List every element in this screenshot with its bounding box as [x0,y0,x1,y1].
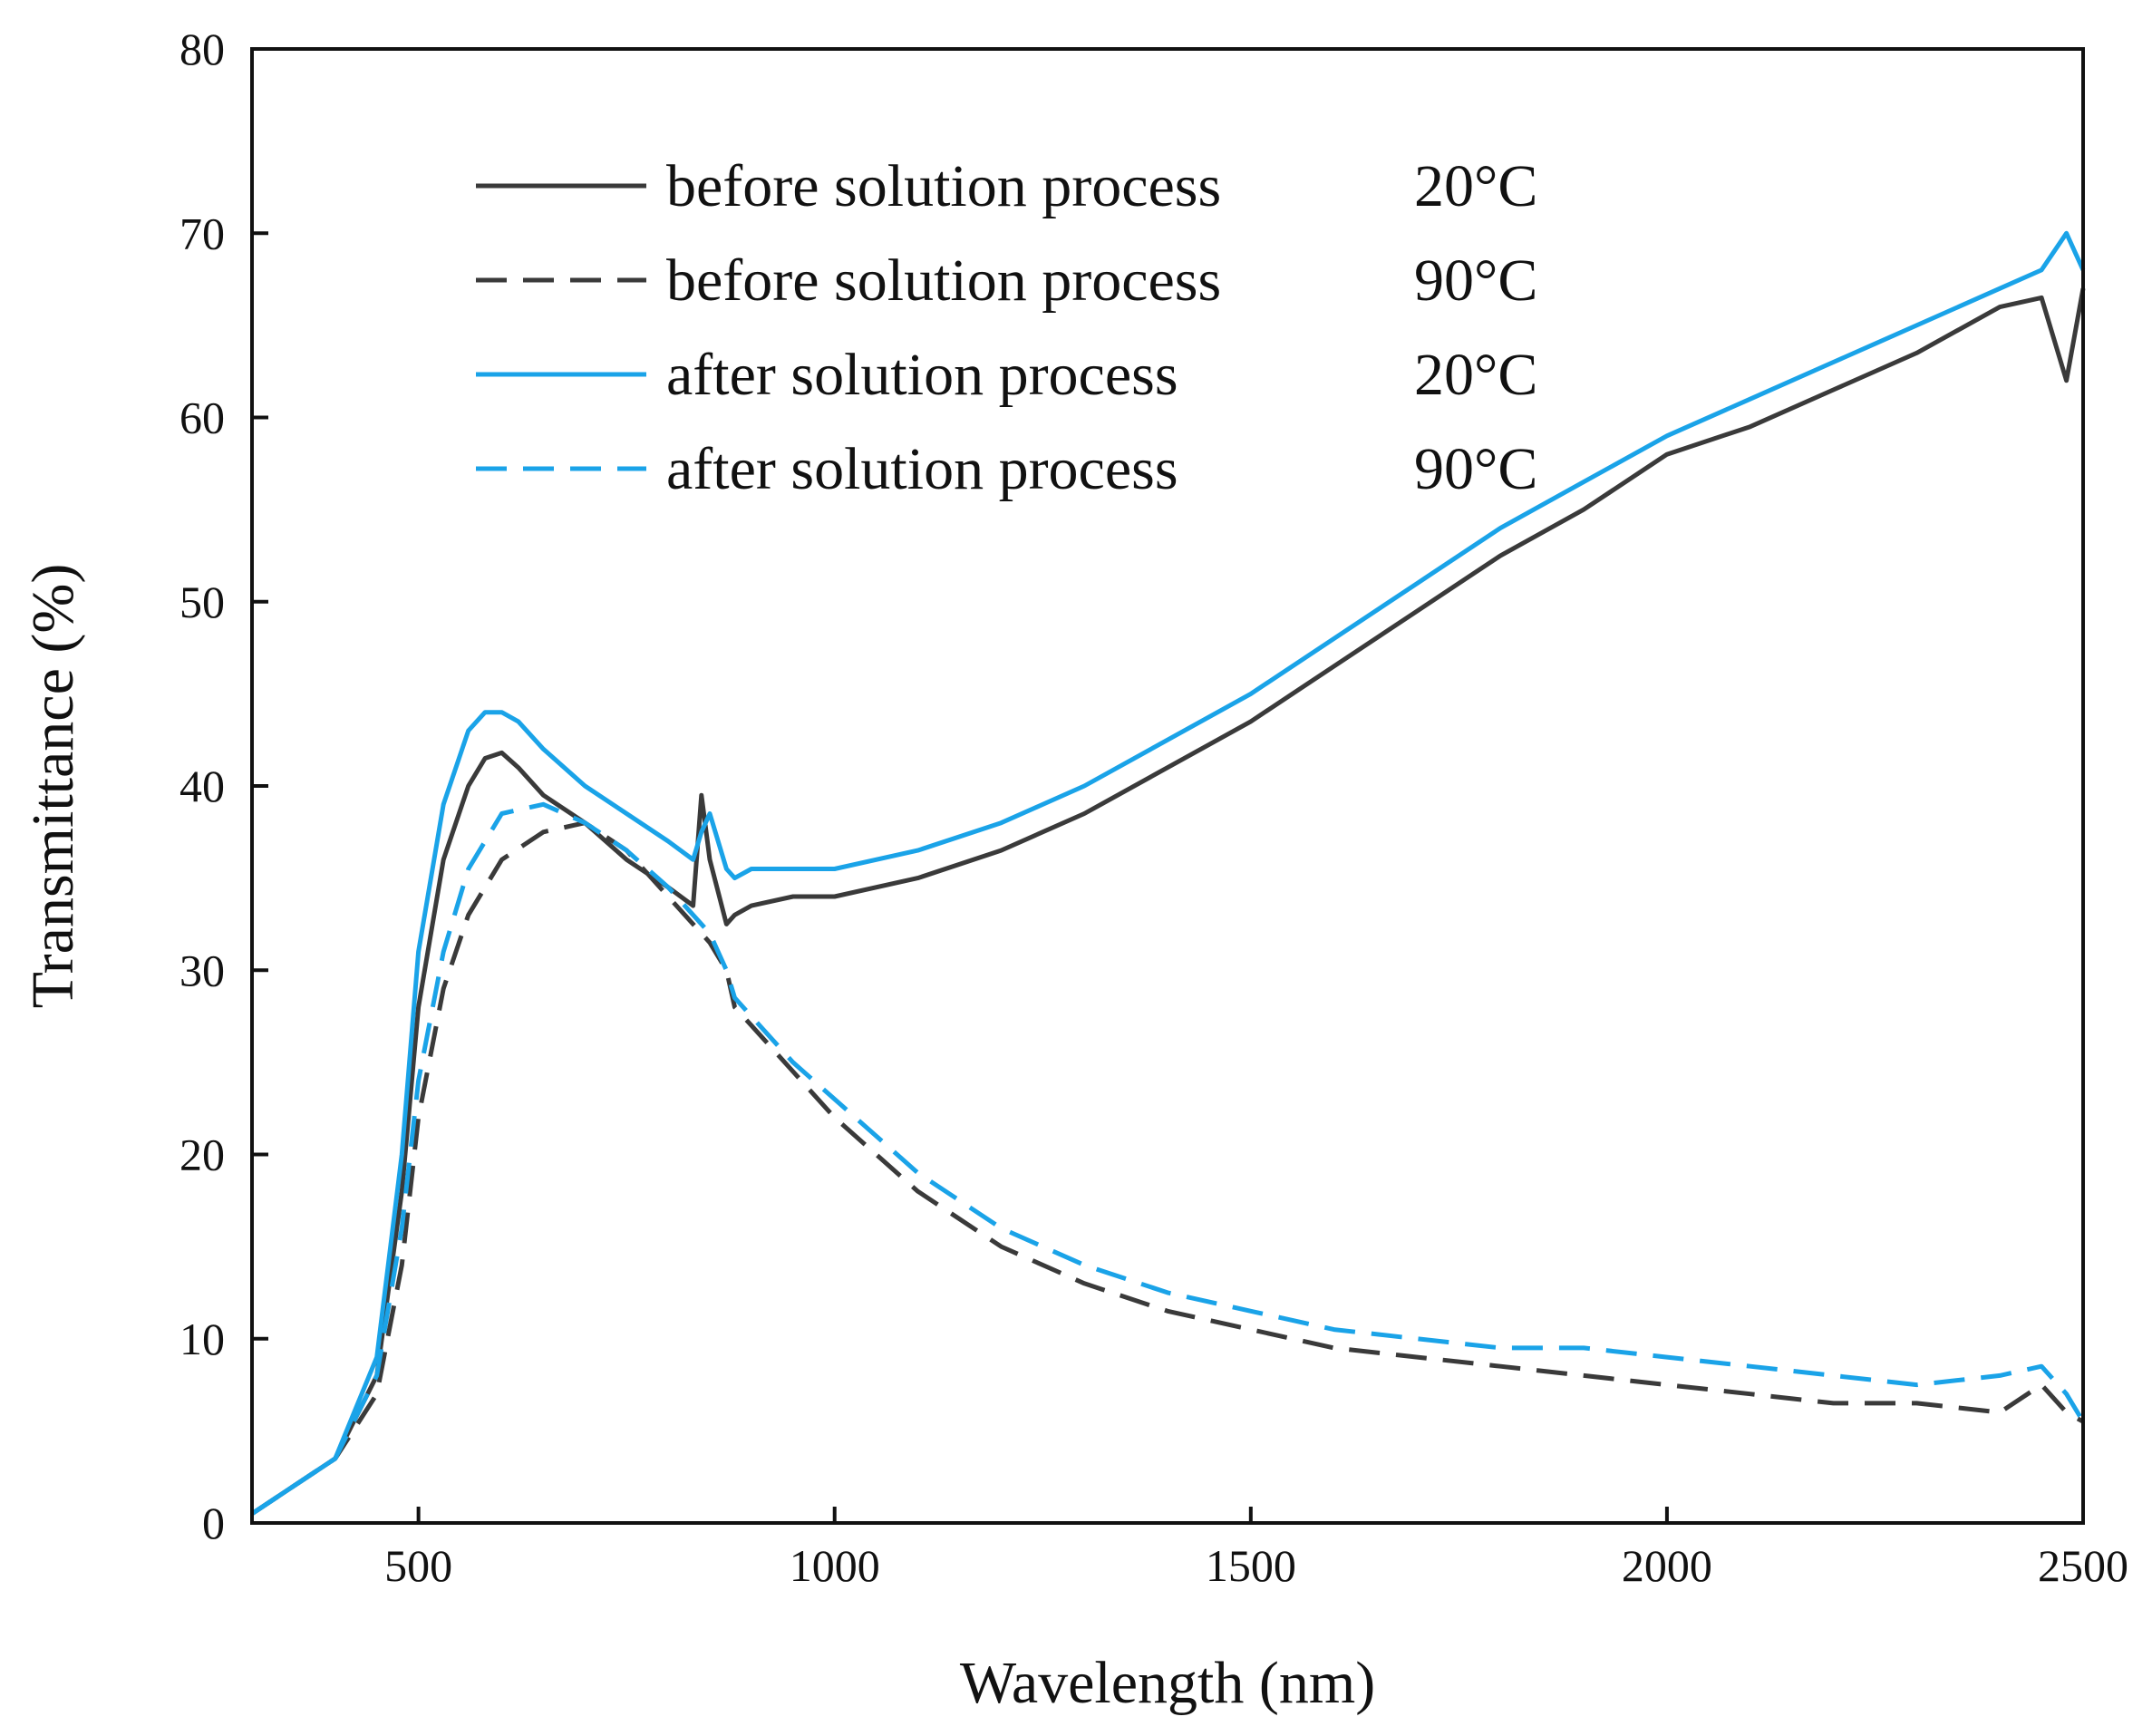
series-line-1 [250,287,2086,1516]
y-tick-label: 10 [179,1314,225,1364]
y-tick-label: 30 [179,945,225,995]
ticks-layer: 500 1000 1500 2000 2500 0 10 20 30 40 50 60 70 80 [179,24,2128,1591]
x-tick-label: 2000 [1622,1540,1712,1591]
y-tick-label: 40 [179,761,225,811]
y-tick-label: 60 [179,393,225,443]
legend-temp-2: 90°C [1414,247,1537,314]
y-axis-title: Transmittance (%) [20,564,86,1009]
legend-label-2: before solution process [666,247,1221,314]
y-tick-label: 0 [202,1498,225,1548]
series-line-2 [250,820,2085,1516]
x-tick-label: 500 [384,1540,452,1591]
y-tick-label: 20 [179,1130,225,1180]
series-line-3 [250,230,2086,1516]
legend-temp-1: 20°C [1414,153,1537,219]
x-axis-title: Wavelength (nm) [960,1650,1375,1716]
y-tick-label: 50 [179,577,225,627]
legend-label-3: after solution process [666,342,1178,408]
series-line-4 [250,801,2086,1516]
legend: before solution process 20°C before soluti… [476,153,1537,502]
legend-label-4: after solution process [666,436,1178,502]
y-tick-label: 70 [179,208,225,258]
legend-label-1: before solution process [666,153,1221,219]
y-tick-label: 80 [179,24,225,74]
legend-temp-4: 90°C [1414,436,1537,502]
x-tick-label: 2500 [2038,1540,2128,1591]
x-tick-label: 1500 [1206,1540,1296,1591]
legend-temp-3: 20°C [1414,342,1537,408]
series-layer [250,230,2086,1516]
x-tick-label: 1000 [790,1540,880,1591]
